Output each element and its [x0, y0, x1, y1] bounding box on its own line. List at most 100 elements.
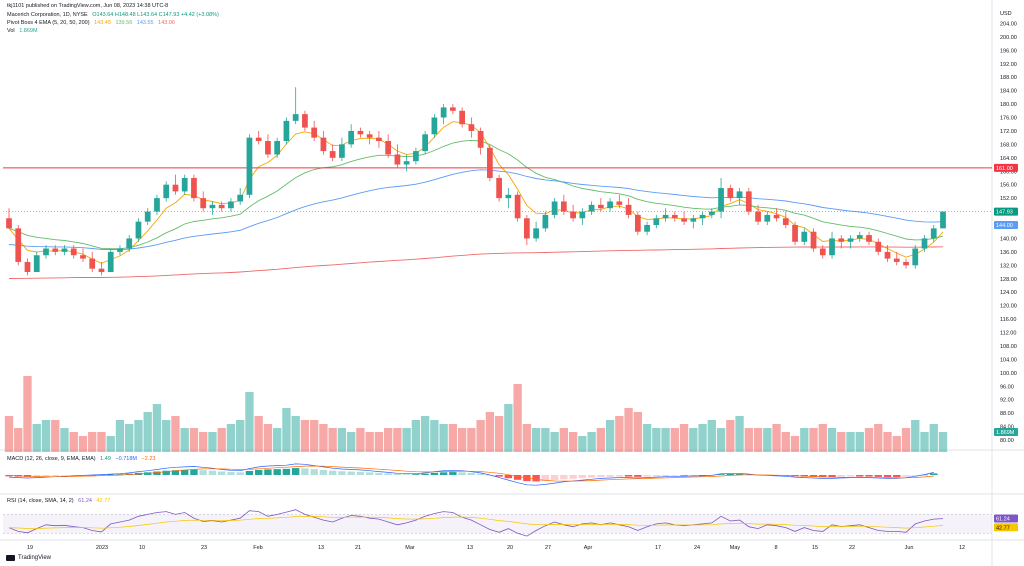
volume-bar — [753, 428, 763, 452]
macd-histogram-bar — [560, 475, 568, 480]
rsi-legend[interactable]: RSI (14, close, SMA, 14, 2) 61.24 42.77 — [7, 498, 113, 504]
macd-histogram-bar — [550, 475, 559, 481]
volume-label: Vol — [7, 28, 15, 34]
x-tick-label: 8 — [774, 545, 777, 551]
candle-body — [597, 204, 604, 209]
x-tick-label: 17 — [655, 545, 661, 551]
volume-bar — [698, 424, 707, 452]
candle-body — [940, 211, 946, 229]
volume-bar — [596, 428, 606, 452]
candle — [671, 211, 678, 222]
candle — [459, 107, 465, 128]
volume-bar — [300, 420, 310, 452]
y-tick-label: 168.00 — [1000, 142, 1017, 148]
candle-body — [690, 218, 697, 222]
candle — [126, 235, 133, 252]
y-tick-label: 92.00 — [1000, 398, 1014, 404]
candle-body — [930, 228, 937, 239]
volume-bar — [254, 416, 263, 452]
candle-body — [588, 204, 595, 212]
candle-body — [6, 218, 12, 229]
volume-bar — [152, 404, 162, 452]
candle-body — [570, 211, 576, 219]
candle — [33, 251, 40, 273]
macd-histogram-bar — [689, 475, 698, 476]
macd-histogram-bar — [347, 471, 355, 475]
macd-histogram-bar — [245, 471, 254, 475]
volume-bar — [661, 428, 670, 452]
candle-body — [172, 184, 179, 192]
candle-body — [708, 211, 715, 215]
candle-body — [154, 198, 160, 212]
macd-histogram-bar — [643, 475, 651, 477]
macd-histogram-bar — [569, 475, 577, 479]
macd-histogram-bar — [301, 468, 309, 475]
macd-histogram-bar — [504, 475, 513, 479]
volume-bar — [457, 428, 467, 452]
candle — [718, 177, 724, 219]
candle — [339, 137, 345, 162]
volume-bar — [356, 428, 365, 452]
volume-legend[interactable]: Vol 1.869M — [7, 28, 41, 34]
volume-bar — [115, 420, 125, 452]
candle — [107, 248, 114, 273]
ema-legend[interactable]: Pivot Boss 4 EMA (5, 20, 50, 200) 143.45… — [7, 20, 178, 26]
publish-caption: tkj1101 published on TradingView.com, Ju… — [7, 3, 169, 9]
candle-body — [237, 194, 244, 202]
candle-body — [246, 137, 253, 195]
macd-label: MACD (12, 26, close, 9, EMA, EMA) — [7, 456, 96, 462]
macd-histogram-bar — [70, 475, 78, 476]
volume-bar — [448, 424, 458, 452]
candle — [755, 204, 761, 225]
macd-histogram-bar — [199, 470, 207, 475]
candle — [884, 245, 891, 262]
y-tick-label: 204.00 — [1000, 21, 1017, 27]
candle — [736, 188, 743, 205]
candle-body — [394, 154, 401, 165]
volume-bar — [430, 420, 439, 452]
candle — [727, 184, 734, 202]
volume-bar — [162, 420, 171, 452]
candle-body — [616, 201, 623, 205]
candle — [154, 194, 160, 215]
x-tick-label: May — [730, 545, 741, 551]
macd-histogram-bar — [735, 473, 744, 475]
volume-bar — [420, 416, 430, 452]
macd-histogram-bar — [356, 471, 365, 475]
currency-label: USD — [1000, 11, 1012, 17]
macd-histogram-bar — [495, 475, 503, 477]
tradingview-logo[interactable]: TradingView — [6, 555, 51, 561]
tradingview-logo-icon — [6, 555, 15, 561]
macd-signal-line — [8, 465, 934, 482]
volume-bar — [245, 392, 254, 452]
volume-bar — [938, 432, 948, 452]
x-tick-label: 15 — [812, 545, 818, 551]
y-tick-label: 172.00 — [1000, 129, 1017, 135]
macd-histogram-bar — [828, 475, 836, 478]
candle — [653, 214, 660, 229]
macd-histogram-bar — [402, 474, 411, 475]
candle — [320, 130, 327, 155]
volume-bar — [541, 428, 550, 452]
candle — [98, 261, 105, 276]
volume-bar — [911, 420, 920, 452]
macd-histogram-bar — [208, 470, 217, 475]
macd-legend[interactable]: MACD (12, 26, close, 9, EMA, EMA) 1.49 −… — [7, 456, 158, 462]
candle-body — [792, 225, 798, 242]
candle-body — [218, 204, 225, 209]
candle-body — [89, 258, 96, 269]
volume-bar — [189, 428, 199, 452]
macd-value-macd: 1.49 — [100, 456, 111, 462]
macd-histogram-bar — [264, 469, 272, 475]
candle — [376, 130, 382, 148]
ema-value-200: 143.06 — [158, 20, 175, 26]
symbol-legend[interactable]: Macerich Corporation, 1D, NYSE O143.64 H… — [7, 12, 222, 18]
candle — [838, 235, 845, 249]
volume-bar — [476, 420, 485, 452]
x-tick-label: 23 — [201, 545, 207, 551]
last-price-label: 147.93 — [996, 210, 1013, 216]
macd-histogram-bar — [319, 469, 328, 475]
macd-histogram-bar — [254, 469, 263, 475]
volume-bar — [134, 420, 143, 452]
